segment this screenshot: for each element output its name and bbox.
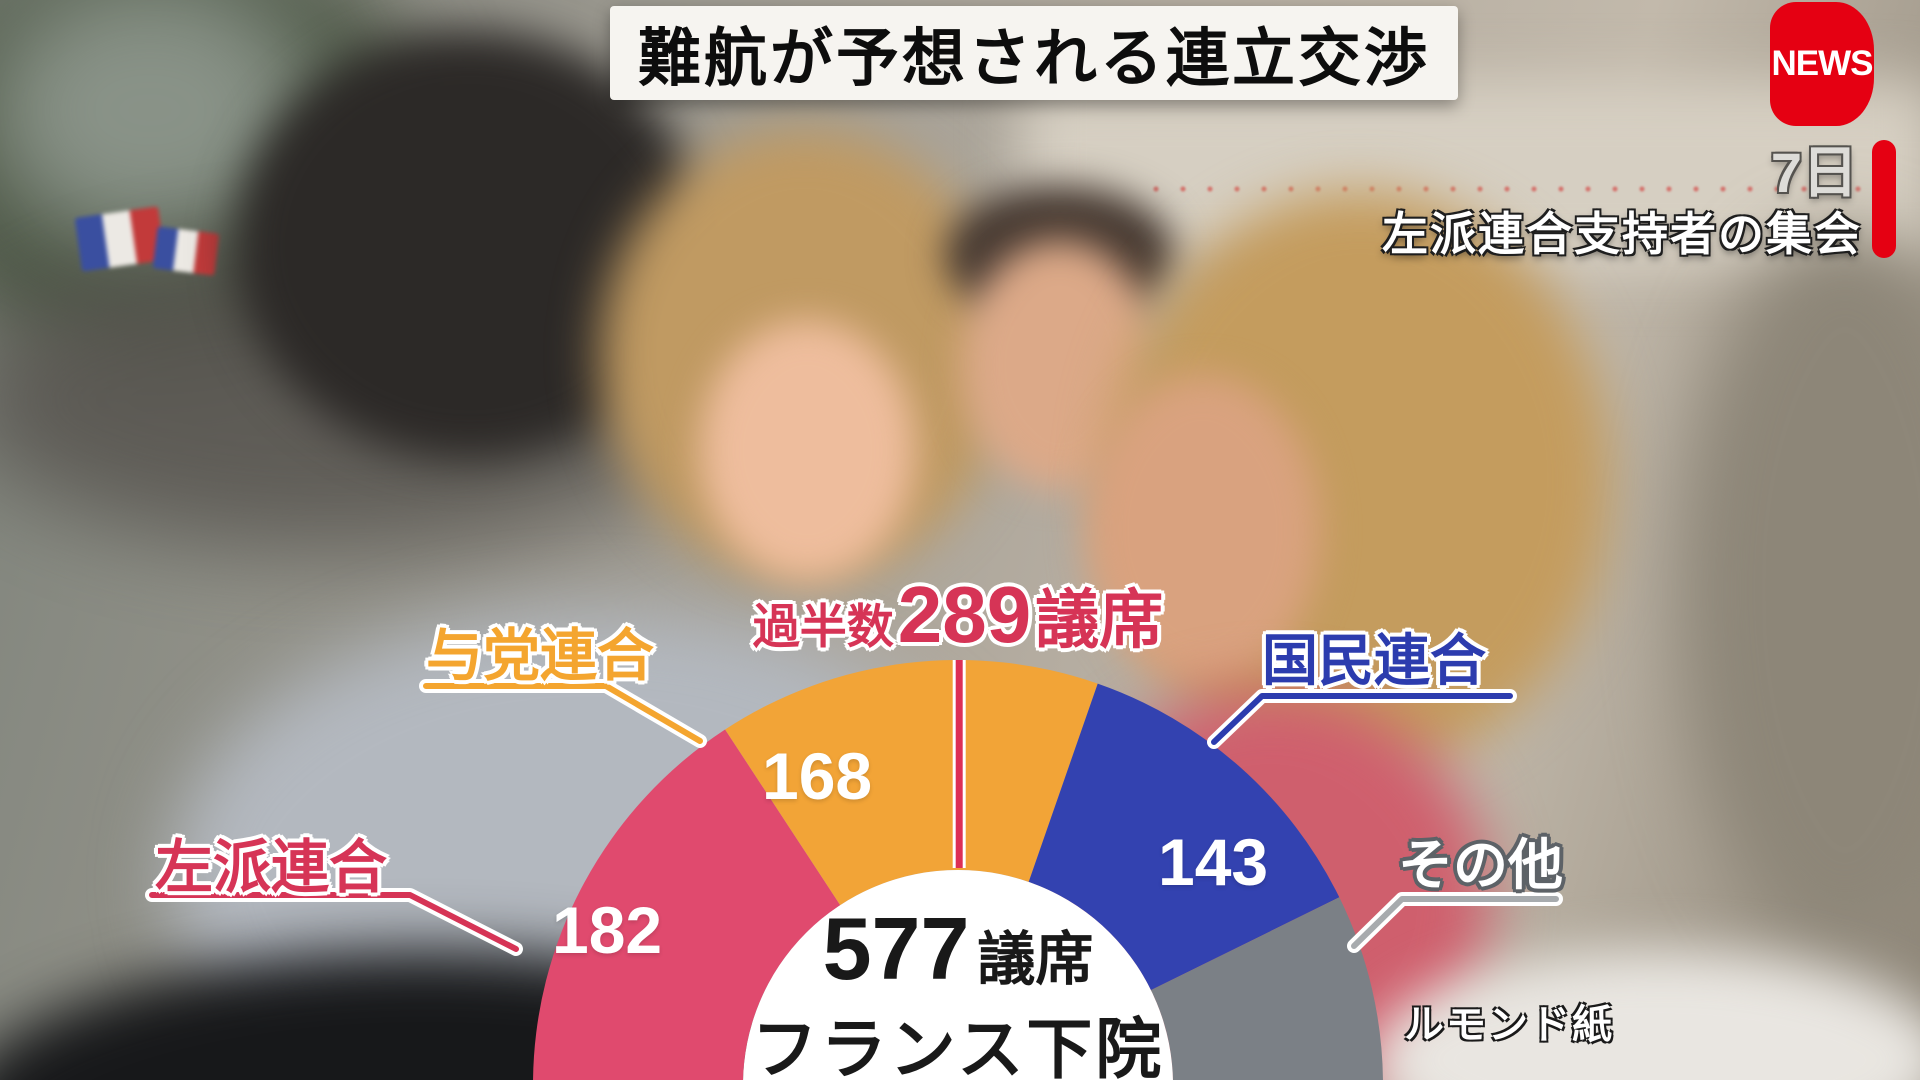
majority-prefix: 過半数 xyxy=(752,600,894,654)
donut-segments xyxy=(533,659,1383,1080)
headline-banner: 難航が予想される連立交渉 xyxy=(610,6,1458,100)
date-label: 7日 xyxy=(1770,141,1858,204)
source-credit: ルモンド紙 xyxy=(1404,1003,1614,1047)
majority-annotation: 過半数 289 議席 xyxy=(752,570,1164,659)
chamber-label: フランス下院 xyxy=(751,1012,1165,1080)
news-logo: NEWS xyxy=(1770,2,1874,126)
caption-accent-bar xyxy=(1872,140,1896,258)
segment-label-national-rally: 国民連合 xyxy=(1262,629,1486,692)
face-blob xyxy=(1085,375,1320,685)
leader-sonota xyxy=(1351,896,1559,949)
leader-yoto xyxy=(423,683,703,744)
donut-segment xyxy=(1028,683,1340,991)
segment-value-ruling-coalition: 168 xyxy=(762,739,873,813)
leader-casing xyxy=(1347,892,1563,953)
total-seats: 577 議席 xyxy=(823,898,1094,1000)
majority-value: 289 xyxy=(897,570,1032,659)
segment-label-ruling-coalition: 与党連合 xyxy=(426,624,654,688)
donut-segment xyxy=(533,729,841,1080)
segment-label-left-coalition: 左派連合 xyxy=(155,835,388,900)
segment-value-national-rally: 143 xyxy=(1158,825,1269,899)
face-blob xyxy=(700,320,915,580)
news-logo-text: NEWS xyxy=(1771,44,1874,83)
majority-suffix: 議席 xyxy=(1035,583,1164,656)
headline-text: 難航が予想される連立交渉 xyxy=(638,23,1430,94)
leader-lines xyxy=(145,679,1563,956)
photo-caption: 左派連合支持者の集会 xyxy=(1382,208,1862,260)
segment-value-left-coalition: 182 xyxy=(552,893,663,967)
leader-saha xyxy=(149,892,519,952)
donut-segment xyxy=(725,659,1098,906)
leader-kokumin xyxy=(1211,693,1513,745)
segment-label-others: その他 xyxy=(1398,834,1564,896)
donut-center-disc xyxy=(743,870,1173,1080)
total-seats-value: 577 xyxy=(822,899,970,998)
total-seats-suffix: 議席 xyxy=(977,927,1094,992)
donut-segment xyxy=(1150,897,1383,1080)
